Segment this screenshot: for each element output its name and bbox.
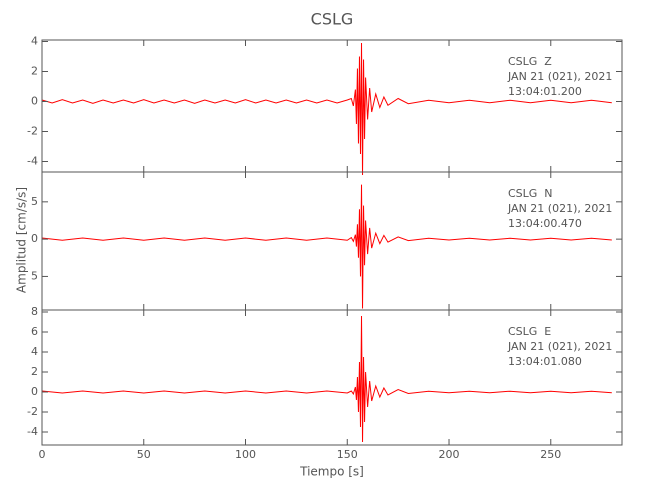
y-tick-label: 8 — [31, 305, 38, 318]
annotation: CSLG E — [508, 325, 551, 338]
waveform — [41, 42, 612, 176]
y-tick-label: -2 — [27, 125, 38, 138]
y-tick-label: 0 — [31, 385, 38, 398]
y-tick-label: 2 — [31, 65, 38, 78]
waveform — [41, 315, 612, 443]
annotation: 13:04:01.080 — [508, 355, 582, 368]
x-tick-label: 0 — [39, 448, 46, 461]
y-tick-label: 4 — [31, 345, 38, 358]
x-tick-label: 100 — [235, 448, 256, 461]
annotation: 13:04:01.200 — [508, 85, 582, 98]
y-tick-label: -4 — [27, 425, 38, 438]
annotation: 13:04:00.470 — [508, 217, 582, 230]
annotation: JAN 21 (021), 2021 — [507, 202, 612, 215]
y-tick-label: 2 — [31, 365, 38, 378]
y-tick-label: 5 — [31, 195, 38, 208]
y-axis-label: Amplitud [cm/s/s] — [15, 187, 29, 293]
x-tick-label: 150 — [337, 448, 358, 461]
x-tick-label: 200 — [439, 448, 460, 461]
waveform — [41, 184, 612, 309]
annotation: JAN 21 (021), 2021 — [507, 70, 612, 83]
panel-frame — [41, 309, 623, 446]
y-tick-label: 0 — [31, 95, 38, 108]
y-tick-label: -4 — [27, 155, 38, 168]
annotation: CSLG Z — [508, 55, 552, 68]
y-tick-label: 4 — [31, 35, 38, 48]
y-tick-label: 5 — [31, 269, 38, 282]
y-tick-label: 0 — [31, 232, 38, 245]
x-axis-label: Tiempo [s] — [299, 465, 364, 479]
x-tick-label: 50 — [137, 448, 151, 461]
annotation: CSLG N — [508, 187, 553, 200]
y-tick-label: -2 — [27, 405, 38, 418]
chart-title: CSLG — [311, 10, 354, 29]
y-tick-label: 6 — [31, 325, 38, 338]
annotation: JAN 21 (021), 2021 — [507, 340, 612, 353]
x-tick-label: 250 — [540, 448, 561, 461]
